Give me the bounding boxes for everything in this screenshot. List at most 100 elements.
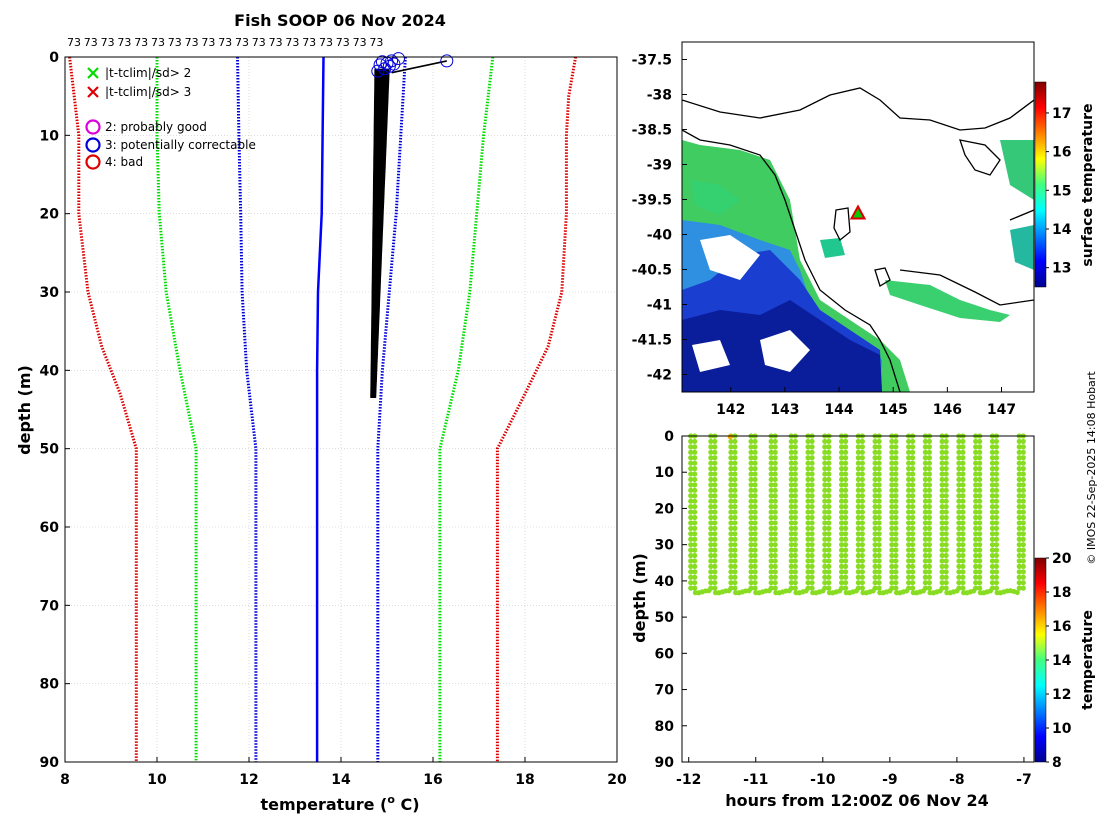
scatter-point (768, 585, 774, 591)
scatter-point (876, 493, 882, 499)
scatter-point (842, 514, 849, 521)
scatter-point (826, 487, 832, 493)
scatter-point (876, 514, 882, 521)
scatter-point (1020, 438, 1026, 445)
scatter-y-tick-label: 20 (655, 501, 675, 517)
scatter-point (926, 547, 933, 553)
scatter-point (973, 531, 979, 537)
scatter-point (748, 493, 754, 499)
scatter-point (809, 520, 815, 526)
flag-3-circle (371, 64, 385, 78)
scatter-point (956, 580, 962, 586)
top-count-label: 73 (353, 36, 367, 49)
scatter-point (989, 585, 996, 591)
scatter-point (838, 444, 845, 450)
map-y-tick-label: -41 (647, 298, 672, 314)
scatter-point (859, 493, 865, 499)
scatter-point (855, 520, 861, 526)
scatter-point (688, 438, 694, 445)
scatter-point (805, 498, 811, 504)
scatter-point (960, 542, 966, 548)
scatter-point (772, 460, 778, 466)
scatter-point (748, 444, 754, 450)
scatter-point (732, 585, 738, 591)
scatter-point (805, 520, 811, 526)
scatter-point (805, 536, 811, 542)
scatter-point (855, 531, 861, 537)
scatter-point (838, 493, 845, 499)
scatter-point (922, 552, 928, 559)
scatter-point (728, 476, 734, 483)
scatter-point (772, 547, 778, 553)
scatter-point (732, 487, 738, 493)
scatter-point (960, 569, 966, 575)
scatter-point (922, 476, 928, 483)
copyright-note: © IMOS 22-Sep-2025 14:08 Hobart (1085, 371, 1098, 565)
x-ticks: 8 10 12 14 16 18 20 (60, 757, 627, 788)
scatter-point (876, 476, 882, 483)
scatter-point (855, 536, 861, 542)
legend-circle-marker (85, 137, 101, 153)
scatter-point (939, 542, 945, 548)
scatter-point (805, 558, 811, 564)
scatter-point (993, 585, 1000, 591)
scatter-point (876, 444, 882, 450)
scatter-point (889, 563, 895, 570)
legend-label: |t-tclim|/sd> 2 (105, 66, 191, 80)
scatter-point (842, 569, 849, 575)
scatter-point (910, 444, 916, 450)
scatter-point (788, 574, 794, 580)
scatter-point (732, 498, 738, 504)
scatter-point (943, 585, 949, 591)
scatter-point (809, 498, 815, 504)
scatter-point (922, 466, 928, 472)
sst-colorbar-ticks: 13 14 15 16 17 (1046, 106, 1072, 277)
scatter-point (977, 585, 983, 591)
scatter-point (826, 569, 832, 575)
scatter-point (752, 574, 758, 580)
scatter-point (788, 520, 794, 526)
scatter-point (859, 585, 865, 591)
scatter-point (1020, 504, 1026, 510)
scatter-point (838, 449, 845, 455)
scatter-point (692, 536, 698, 542)
scatter-point (926, 552, 933, 559)
scatter-point (939, 536, 945, 542)
scatter-point (842, 547, 849, 553)
scatter-point (973, 569, 979, 575)
scatter-point (768, 476, 774, 483)
top-count-label: 73 (101, 36, 115, 49)
scatter-point (708, 471, 714, 477)
scatter-point (752, 482, 758, 488)
scatter-point (893, 471, 899, 477)
scatter-point (712, 585, 718, 591)
scatter-point (922, 498, 928, 504)
scatter-point (688, 482, 694, 488)
scatter-point (842, 493, 849, 499)
scatter-point (772, 525, 778, 531)
scatter-point (768, 487, 774, 493)
measured-profile (370, 52, 454, 398)
scatter-point (855, 580, 861, 586)
scatter-point (768, 525, 774, 531)
scatter-point (768, 542, 774, 548)
scatter-point (732, 444, 738, 450)
temperature-colorbar (1034, 557, 1047, 763)
series-clim-2sd-high (438, 56, 495, 762)
scatter-point (712, 525, 718, 531)
scatter-point (956, 449, 962, 455)
scatter-point (906, 580, 912, 586)
scatter-point (939, 569, 945, 575)
scatter-point (943, 531, 949, 537)
scatter-point (748, 466, 754, 472)
top-count-label: 73 (285, 36, 299, 49)
scatter-point (822, 444, 828, 450)
scatter-point (872, 585, 878, 591)
scatter-point (855, 569, 861, 575)
scatter-point (822, 476, 828, 483)
scatter-point (910, 482, 916, 488)
scatter-y-tick-label: 50 (655, 610, 675, 626)
scatter-point (688, 536, 694, 542)
scatter-point (906, 449, 912, 455)
scatter-point (889, 552, 895, 559)
